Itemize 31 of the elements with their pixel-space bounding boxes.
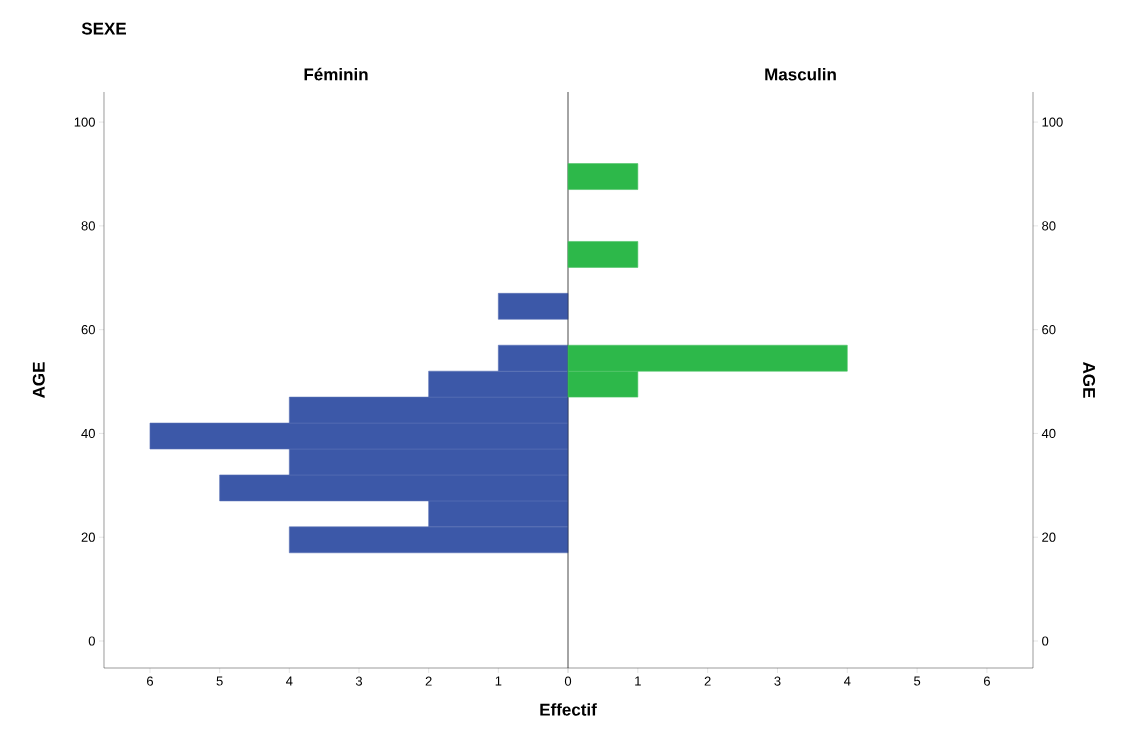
x-tick-label: 5 <box>216 676 223 686</box>
x-tick-label: 0 <box>564 676 572 686</box>
y-tick-label: 0 <box>88 636 95 646</box>
y-tick-label: 20 <box>1042 532 1056 542</box>
y-axis-title: AGE <box>32 362 45 398</box>
x-tick-label: 2 <box>704 676 711 686</box>
x-tick-label: 3 <box>774 676 781 686</box>
y-tick-label: 100 <box>1042 117 1063 127</box>
y-tick-label: 80 <box>1042 221 1056 231</box>
y-axis-title: AGE <box>1083 362 1096 398</box>
x-axis-title: Effectif <box>540 703 597 716</box>
chart-title: Masculin <box>765 67 836 81</box>
x-tick-label: 3 <box>355 676 363 686</box>
text: SEXE <box>81 22 127 35</box>
y-tick-label: 0 <box>1042 636 1049 646</box>
y-tick-label: 60 <box>81 325 95 335</box>
x-tick-label: 4 <box>843 676 851 686</box>
x-tick-label: 1 <box>635 676 641 686</box>
x-tick-label: 6 <box>147 676 154 686</box>
y-tick-label: 20 <box>81 532 95 542</box>
x-tick-label: 4 <box>286 676 293 686</box>
y-tick-label: 40 <box>1041 428 1056 439</box>
x-tick-label: 2 <box>425 676 432 686</box>
x-tick-label: 6 <box>983 676 990 686</box>
y-tick-label: 40 <box>81 428 95 439</box>
y-tick-label: 80 <box>81 221 95 231</box>
x-tick-label: 1 <box>495 676 502 686</box>
y-tick-label: 60 <box>1042 325 1056 335</box>
x-tick-label: 5 <box>914 676 921 686</box>
chart-title: Féminin <box>304 67 368 81</box>
y-tick-label: 100 <box>74 117 95 127</box>
